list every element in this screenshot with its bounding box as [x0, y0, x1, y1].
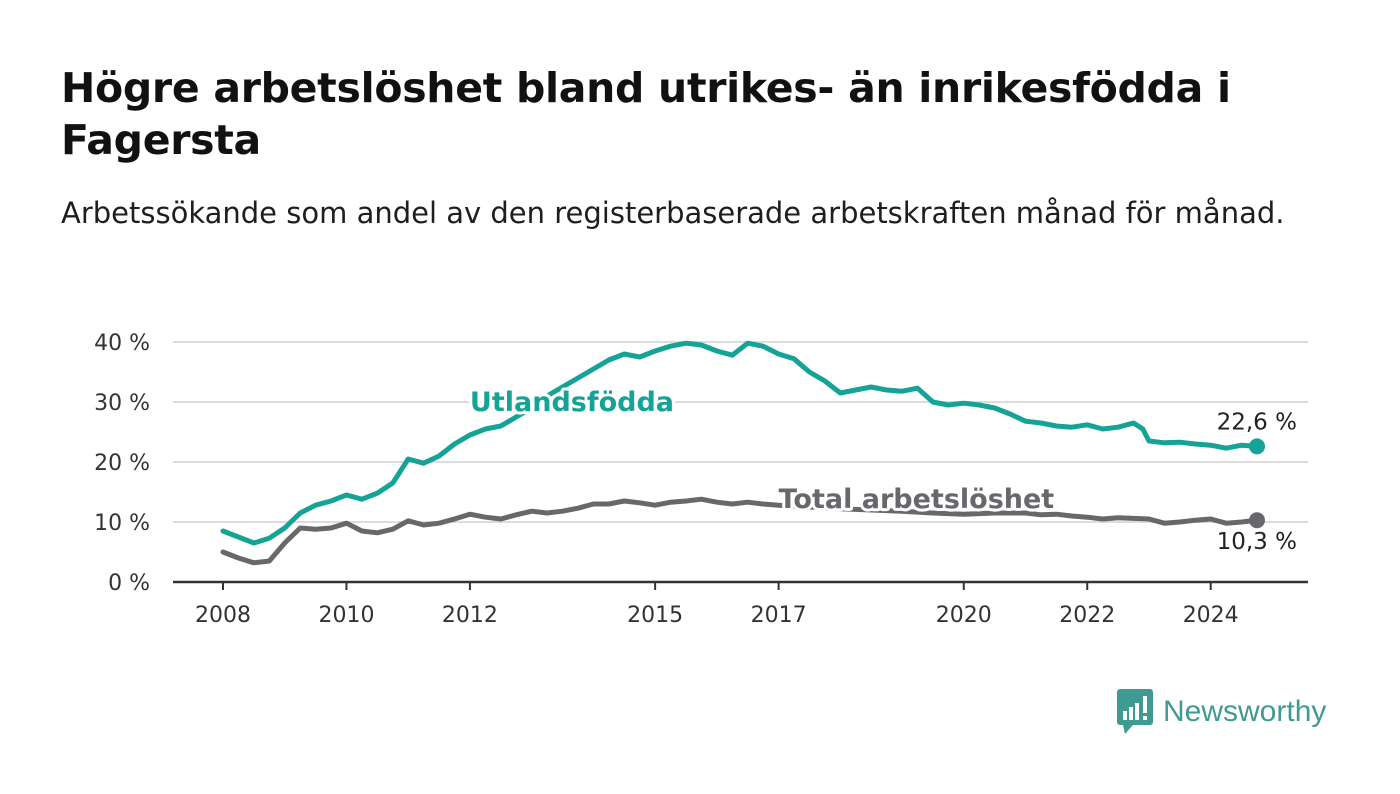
brand-logo: Newsworthy [1117, 688, 1326, 736]
y-tick-label: 10 % [94, 511, 150, 536]
end-value-label: 22,6 % [1217, 409, 1297, 435]
x-tick-label: 2010 [318, 603, 374, 628]
series-line-utlandsfodda [220, 340, 1260, 546]
y-tick-label: 40 % [94, 331, 150, 356]
y-tick-label: 20 % [94, 451, 150, 476]
y-tick-label: 30 % [94, 391, 150, 416]
end-value-label: 10,3 % [1217, 529, 1297, 555]
x-tick-label: 2020 [936, 603, 992, 628]
y-tick-label: 0 % [108, 571, 150, 596]
x-tick-label: 2012 [442, 603, 498, 628]
series-end-point [1249, 512, 1265, 529]
x-tick-label: 2008 [195, 603, 251, 628]
series-label: Total arbetslöshet [779, 484, 1055, 515]
series-label: Utlandsfödda [470, 387, 674, 418]
x-tick-label: 2017 [751, 603, 807, 628]
bar-chart-speech-bubble-icon [1117, 689, 1153, 734]
x-tick-label: 2022 [1059, 603, 1115, 628]
chart-title: Högre arbetslöshet bland utrikes- än inr… [61, 64, 1231, 164]
brand-name: Newsworthy [1163, 695, 1327, 728]
x-tick-label: 2015 [627, 603, 683, 628]
x-tick-label: 2024 [1183, 603, 1239, 628]
series-end-point [1249, 438, 1265, 455]
series-line-total [220, 496, 1260, 566]
chart-subtitle: Arbetssökande som andel av den registerb… [61, 196, 1285, 230]
